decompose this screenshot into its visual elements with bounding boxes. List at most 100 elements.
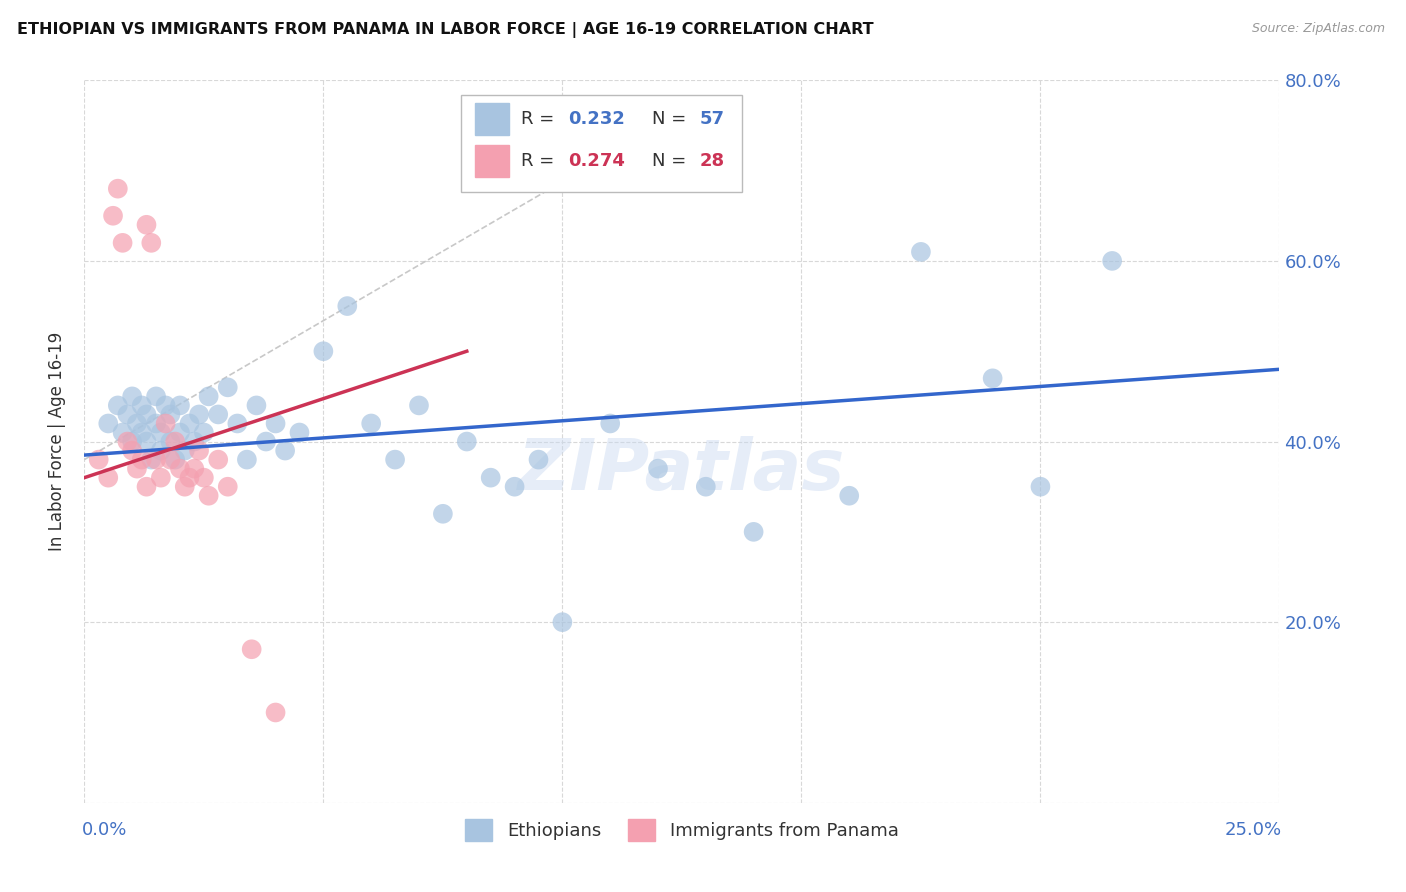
- FancyBboxPatch shape: [461, 95, 742, 193]
- Point: [149, 471, 172, 485]
- Point: [155, 398, 177, 412]
- Point: [503, 480, 526, 494]
- Bar: [475, 103, 509, 136]
- Point: [551, 615, 574, 630]
- Point: [240, 642, 263, 657]
- Point: [145, 417, 167, 431]
- Point: [193, 425, 215, 440]
- Point: [179, 417, 201, 431]
- Point: [217, 480, 239, 494]
- Point: [1101, 254, 1123, 268]
- Point: [264, 706, 287, 720]
- Point: [121, 434, 143, 449]
- Point: [173, 443, 195, 458]
- Text: 0.0%: 0.0%: [82, 821, 128, 838]
- Point: [111, 235, 134, 250]
- Point: [135, 434, 157, 449]
- Point: [159, 452, 181, 467]
- Point: [155, 417, 177, 431]
- Point: [125, 461, 148, 475]
- Point: [742, 524, 765, 539]
- Point: [149, 425, 172, 440]
- Point: [141, 235, 163, 250]
- Point: [312, 344, 335, 359]
- Point: [647, 461, 669, 475]
- Point: [141, 452, 163, 467]
- Point: [183, 434, 205, 449]
- Point: [245, 398, 267, 412]
- Text: N =: N =: [652, 152, 692, 169]
- Point: [695, 480, 717, 494]
- Point: [179, 471, 201, 485]
- Point: [432, 507, 454, 521]
- Text: 28: 28: [700, 152, 725, 169]
- Point: [135, 408, 157, 422]
- Point: [165, 434, 187, 449]
- Point: [288, 425, 311, 440]
- Point: [117, 434, 139, 449]
- Point: [910, 244, 932, 259]
- Point: [838, 489, 860, 503]
- Point: [117, 408, 139, 422]
- Point: [456, 434, 478, 449]
- Point: [107, 182, 129, 196]
- Point: [121, 389, 143, 403]
- Point: [111, 425, 134, 440]
- Point: [336, 299, 359, 313]
- Text: 25.0%: 25.0%: [1225, 821, 1282, 838]
- Point: [135, 218, 157, 232]
- Point: [149, 443, 172, 458]
- Point: [87, 452, 110, 467]
- Text: N =: N =: [652, 110, 692, 128]
- Point: [183, 461, 205, 475]
- Point: [131, 398, 153, 412]
- Point: [107, 398, 129, 412]
- Text: R =: R =: [520, 110, 560, 128]
- Point: [173, 480, 195, 494]
- Point: [169, 461, 191, 475]
- Text: 0.274: 0.274: [568, 152, 626, 169]
- Point: [159, 408, 181, 422]
- Point: [97, 417, 120, 431]
- Point: [264, 417, 287, 431]
- Point: [599, 417, 621, 431]
- Point: [125, 417, 148, 431]
- Point: [121, 443, 143, 458]
- Point: [193, 471, 215, 485]
- Y-axis label: In Labor Force | Age 16-19: In Labor Force | Age 16-19: [48, 332, 66, 551]
- Point: [217, 380, 239, 394]
- Point: [165, 452, 187, 467]
- Point: [97, 471, 120, 485]
- Point: [197, 489, 219, 503]
- Point: [188, 408, 211, 422]
- Point: [207, 452, 229, 467]
- Point: [360, 417, 382, 431]
- Point: [226, 417, 249, 431]
- Point: [236, 452, 259, 467]
- Point: [188, 443, 211, 458]
- Point: [527, 452, 550, 467]
- Legend: Ethiopians, Immigrants from Panama: Ethiopians, Immigrants from Panama: [458, 812, 905, 848]
- Point: [169, 398, 191, 412]
- Point: [159, 434, 181, 449]
- Text: 57: 57: [700, 110, 725, 128]
- Point: [207, 408, 229, 422]
- Text: ETHIOPIAN VS IMMIGRANTS FROM PANAMA IN LABOR FORCE | AGE 16-19 CORRELATION CHART: ETHIOPIAN VS IMMIGRANTS FROM PANAMA IN L…: [17, 22, 873, 38]
- Text: ZIPatlas: ZIPatlas: [519, 436, 845, 505]
- Point: [101, 209, 124, 223]
- Bar: [475, 145, 509, 178]
- Point: [135, 480, 157, 494]
- Point: [131, 425, 153, 440]
- Point: [981, 371, 1004, 385]
- Point: [145, 452, 167, 467]
- Point: [274, 443, 297, 458]
- Point: [254, 434, 277, 449]
- Text: 0.232: 0.232: [568, 110, 626, 128]
- Point: [479, 471, 502, 485]
- Text: R =: R =: [520, 152, 560, 169]
- Point: [408, 398, 430, 412]
- Point: [145, 389, 167, 403]
- Point: [384, 452, 406, 467]
- Point: [131, 452, 153, 467]
- Point: [197, 389, 219, 403]
